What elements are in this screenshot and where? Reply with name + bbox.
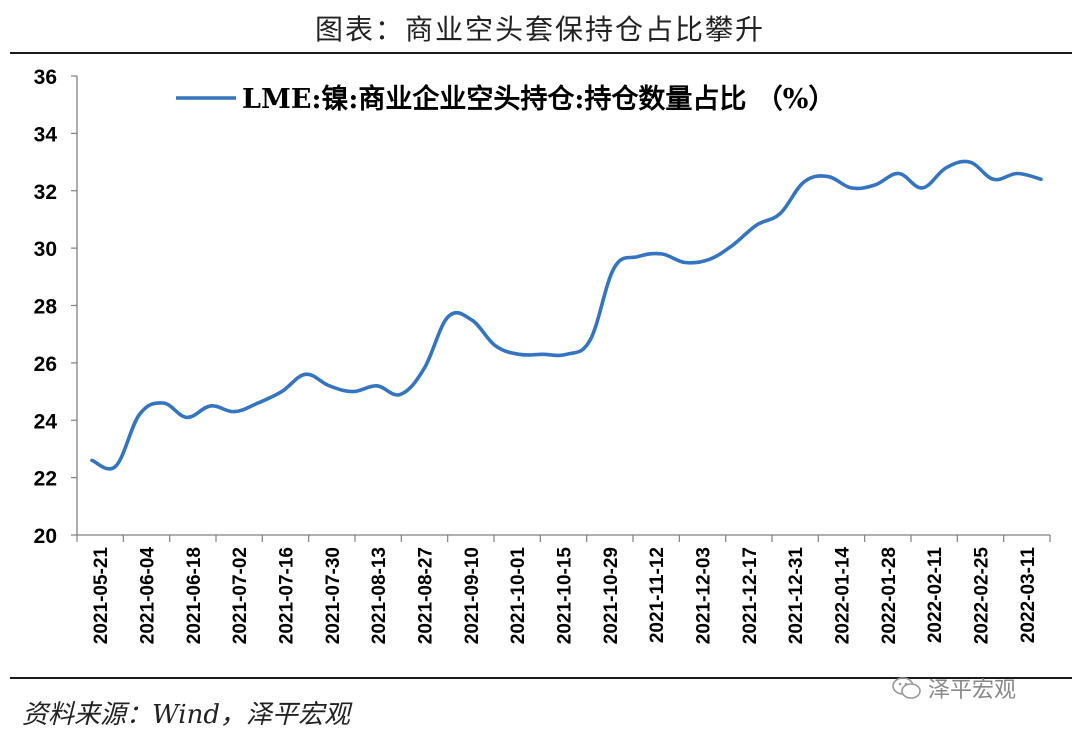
y-tick-label: 26 — [34, 353, 57, 376]
x-tick-label: 2022-01-28 — [879, 547, 900, 644]
x-tick-label: 2021-12-03 — [694, 547, 715, 644]
x-tick-label: 2021-10-01 — [508, 547, 529, 645]
y-tick-label: 22 — [34, 468, 57, 491]
x-tick-label: 2022-03-11 — [1018, 547, 1039, 644]
source-note: 资料来源：Wind，泽平宏观 — [22, 700, 350, 730]
x-tick-label: 2021-07-02 — [230, 547, 251, 644]
watermark: 泽平宏观 — [892, 672, 1016, 704]
x-tick-label: 2021-06-04 — [138, 547, 159, 645]
title-divider — [10, 52, 1072, 54]
x-tick-label: 2021-07-30 — [323, 547, 344, 644]
chart-title: 图表：商业空头套保持仓占比攀升 — [314, 13, 765, 46]
footer-divider — [10, 677, 1072, 679]
x-tick-label: 2022-02-25 — [972, 547, 993, 645]
x-tick-label: 2021-10-29 — [601, 547, 622, 644]
y-tick-label: 20 — [34, 525, 57, 548]
x-tick-label: 2021-05-21 — [91, 547, 112, 645]
x-tick-label: 2021-07-16 — [277, 547, 298, 644]
y-tick-label: 36 — [34, 66, 57, 89]
y-tick-label: 34 — [34, 123, 58, 146]
series-line — [90, 159, 1043, 471]
x-tick-label: 2021-10-15 — [555, 547, 576, 645]
y-tick-label: 24 — [34, 410, 58, 433]
y-tick-label: 32 — [34, 181, 57, 204]
legend-label: LME:镍:商业企业空头持仓:持仓数量占比 （%） — [242, 83, 835, 115]
x-tick-label: 2022-02-11 — [925, 547, 946, 644]
x-tick-label: 2021-06-18 — [184, 547, 205, 644]
x-tick-label: 2021-09-10 — [462, 547, 483, 644]
x-tick-label: 2021-08-27 — [416, 547, 437, 644]
y-tick-label: 30 — [34, 238, 57, 261]
x-tick-label: 2021-12-31 — [786, 547, 807, 645]
watermark-text: 泽平宏观 — [928, 678, 1017, 703]
x-tick-label: 2021-12-17 — [740, 547, 761, 644]
wechat-icon — [892, 677, 921, 699]
x-tick-label: 2021-11-12 — [647, 547, 668, 643]
y-tick-label: 28 — [34, 296, 58, 319]
x-tick-label: 2021-08-13 — [369, 547, 390, 644]
x-tick-label: 2022-01-14 — [833, 547, 854, 645]
